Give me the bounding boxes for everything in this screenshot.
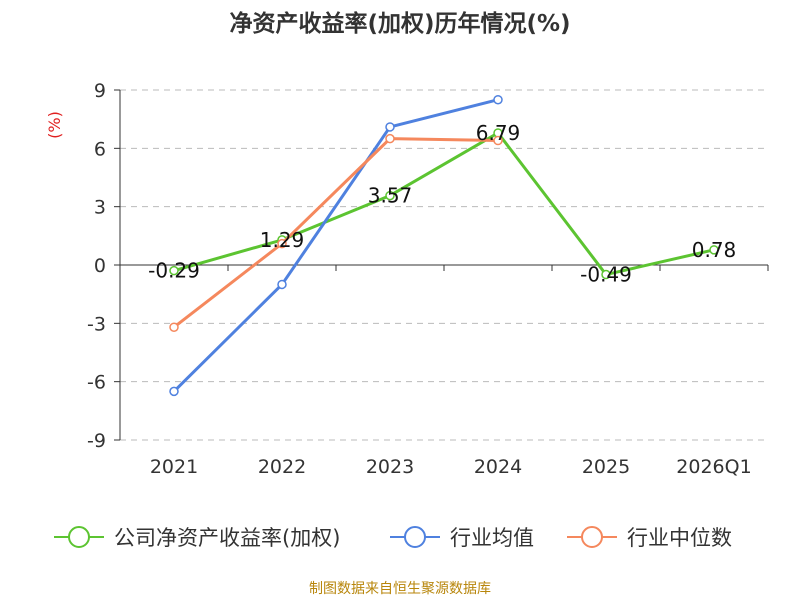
y-tick-label: 6 — [94, 138, 106, 160]
y-tick-label: 0 — [94, 255, 106, 277]
x-tick-label: 2025 — [582, 456, 630, 478]
data-point[interactable] — [385, 122, 395, 132]
y-tick-label: -6 — [87, 372, 106, 394]
data-point[interactable] — [601, 269, 611, 280]
y-tick-label: 3 — [94, 197, 106, 219]
data-point[interactable] — [709, 245, 719, 255]
data-label: -0.49 — [580, 263, 632, 287]
legend-label[interactable]: 行业中位数 — [627, 526, 732, 550]
x-tick-label: 2026Q1 — [676, 456, 751, 478]
series-line-1 — [172, 98, 499, 393]
x-tick-label: 2022 — [258, 456, 306, 478]
data-point[interactable] — [169, 386, 179, 397]
data-point[interactable] — [493, 135, 503, 146]
data-point[interactable] — [169, 322, 179, 332]
y-tick-label: -9 — [87, 430, 106, 452]
axis-layer: 9 6 3 0 -3 -6 -9 2021 2022 2023 2024 2025 2026Q1 — [87, 80, 769, 478]
y-tick-label: 9 — [94, 80, 106, 102]
data-point[interactable] — [493, 94, 503, 105]
data-label: 6.79 — [476, 121, 521, 145]
legend-marker — [581, 526, 603, 548]
legend-marker — [404, 526, 426, 548]
legend-label[interactable]: 公司净资产收益率(加权) — [114, 526, 340, 550]
x-tick-label: 2024 — [474, 456, 522, 478]
x-tick-label: 2021 — [150, 456, 198, 478]
y-axis-label: (%) — [45, 111, 64, 139]
legend[interactable]: 公司净资产收益率(加权) 行业均值 行业中位数 — [54, 526, 732, 550]
data-point[interactable] — [277, 238, 287, 249]
data-label: -0.29 — [148, 259, 200, 283]
series-line-2 — [173, 137, 499, 329]
data-label: 0.78 — [692, 238, 737, 262]
chart-title: 净资产收益率(加权)历年情况(%) — [229, 11, 571, 37]
legend-marker — [68, 526, 90, 548]
data-point[interactable] — [277, 279, 287, 290]
y-tick-label: -3 — [87, 313, 106, 335]
series-layer — [169, 94, 719, 397]
series-line-0 — [173, 131, 715, 277]
data-label-layer: -0.29 1.29 3.57 6.79 -0.49 0.78 — [148, 121, 736, 287]
legend-label[interactable]: 行业均值 — [450, 526, 534, 550]
data-point[interactable] — [385, 190, 395, 201]
x-tick-label: 2023 — [366, 456, 414, 478]
data-point[interactable] — [169, 265, 179, 276]
source-footer: 制图数据来自恒生聚源数据库 — [309, 581, 491, 597]
data-label: 1.29 — [260, 228, 305, 252]
data-point[interactable] — [385, 133, 395, 144]
data-label: 3.57 — [368, 184, 413, 208]
grid-layer — [120, 89, 768, 441]
